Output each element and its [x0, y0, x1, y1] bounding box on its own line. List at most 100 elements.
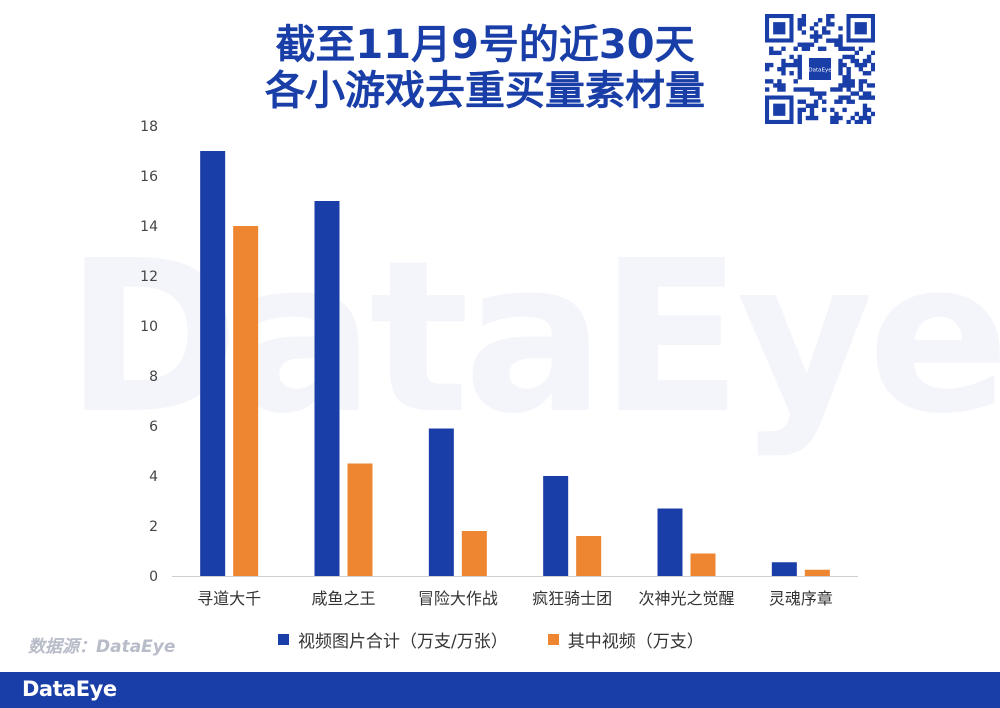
qr-module — [805, 42, 811, 47]
qr-module — [850, 99, 855, 104]
y-tick-label: 18 — [140, 119, 158, 135]
y-tick-label: 4 — [149, 469, 158, 485]
y-tick-label: 12 — [140, 269, 158, 285]
qr-module — [797, 87, 802, 92]
qr-module — [805, 103, 811, 109]
qr-module — [773, 22, 786, 35]
title-line-2: 各小游戏去重买量素材量 — [265, 68, 705, 114]
qr-module — [805, 46, 811, 51]
qr-module — [809, 34, 815, 39]
qr-module — [858, 46, 864, 51]
qr-module — [846, 46, 851, 51]
qr-module — [809, 58, 831, 80]
x-tick-label: 寻道大千 — [197, 589, 261, 608]
x-tick-label: 疯狂骑士团 — [532, 589, 612, 608]
qr-module — [838, 42, 843, 47]
qr-module — [809, 115, 815, 121]
qr-module — [846, 119, 851, 125]
qr-module — [773, 50, 778, 56]
qr-module — [870, 50, 876, 56]
qr-module — [785, 62, 790, 68]
qr-module — [842, 75, 847, 80]
qr-module — [842, 62, 847, 68]
qr-module — [838, 115, 843, 121]
bar-series-2 — [804, 569, 830, 576]
qr-module — [813, 34, 819, 39]
qr-module — [773, 103, 786, 116]
qr-module — [842, 79, 847, 84]
bar-series-2 — [576, 536, 602, 576]
qr-module — [850, 54, 855, 60]
qr-module — [838, 62, 843, 68]
qr-module — [773, 83, 778, 88]
qr-module — [793, 79, 798, 84]
qr-module — [862, 58, 868, 64]
qr-module — [769, 46, 774, 51]
qr-module — [781, 46, 786, 51]
qr-module — [789, 62, 794, 68]
qr-module — [830, 119, 835, 125]
qr-module — [854, 111, 860, 117]
qr-module — [866, 107, 872, 113]
qr-module — [789, 71, 794, 76]
qr-module — [842, 95, 847, 100]
qr-module — [793, 62, 798, 68]
data-source: 数据源：DataEye — [28, 637, 176, 657]
qr-module — [769, 62, 774, 68]
qr-module — [846, 95, 851, 100]
qr-module — [834, 99, 839, 104]
x-tick-label: 灵魂序章 — [769, 589, 833, 608]
qr-module — [765, 62, 770, 68]
qr-module — [793, 58, 798, 64]
qr-module — [813, 22, 819, 27]
qr-module — [797, 115, 802, 121]
qr-module — [838, 58, 843, 64]
qr-module — [838, 26, 843, 31]
qr-module — [809, 107, 815, 113]
qr-module — [809, 26, 815, 31]
qr-module — [834, 115, 839, 121]
qr-module — [870, 66, 876, 72]
bar-series-1 — [314, 201, 340, 576]
y-tick-label: 2 — [149, 519, 158, 535]
qr-module — [850, 46, 855, 51]
qr-module — [793, 87, 798, 92]
y-tick-label: 8 — [149, 369, 158, 385]
qr-module — [797, 99, 802, 104]
qr-module — [817, 18, 823, 23]
qr-module — [801, 107, 807, 113]
qr-module — [866, 91, 872, 96]
qr-module — [801, 22, 807, 27]
qr-module — [817, 34, 823, 39]
qr-module — [801, 46, 807, 51]
legend-label-series-1: 视频图片合计（万支/万张） — [298, 632, 508, 652]
qr-module — [846, 66, 851, 72]
qr-module — [862, 115, 868, 121]
qr-module — [846, 87, 851, 92]
bar-series-2 — [690, 553, 716, 576]
qr-module — [866, 119, 872, 125]
qr-module — [846, 75, 851, 80]
legend-label-series-2: 其中视频（万支） — [567, 632, 704, 652]
bar-chart: 0 2 4 6 8 10 12 14 16 18 寻道大千 咸鱼之王 冒险大作战 疯狂骑士团 次神光之觉醒 灵… — [140, 119, 858, 608]
qr-module — [781, 62, 786, 68]
qr-module — [822, 99, 827, 104]
qr-module — [813, 103, 819, 109]
qr-module — [850, 91, 855, 96]
qr-module — [854, 91, 860, 96]
qr-module — [793, 46, 798, 51]
legend-item-series-1: 视频图片合计（万支/万张） — [278, 627, 508, 652]
qr-module — [850, 83, 855, 88]
qr-module — [813, 30, 819, 35]
qr-module — [834, 38, 839, 43]
qr-module — [858, 87, 864, 92]
qr-module — [822, 30, 827, 35]
qr-module — [842, 54, 847, 60]
qr-module — [850, 58, 855, 64]
footer-bar: DataEye — [0, 672, 1000, 708]
qr-module — [834, 119, 839, 125]
qr-module — [777, 83, 782, 88]
qr-module — [854, 22, 867, 35]
bar-series-1 — [657, 508, 683, 576]
qr-module — [838, 71, 843, 76]
